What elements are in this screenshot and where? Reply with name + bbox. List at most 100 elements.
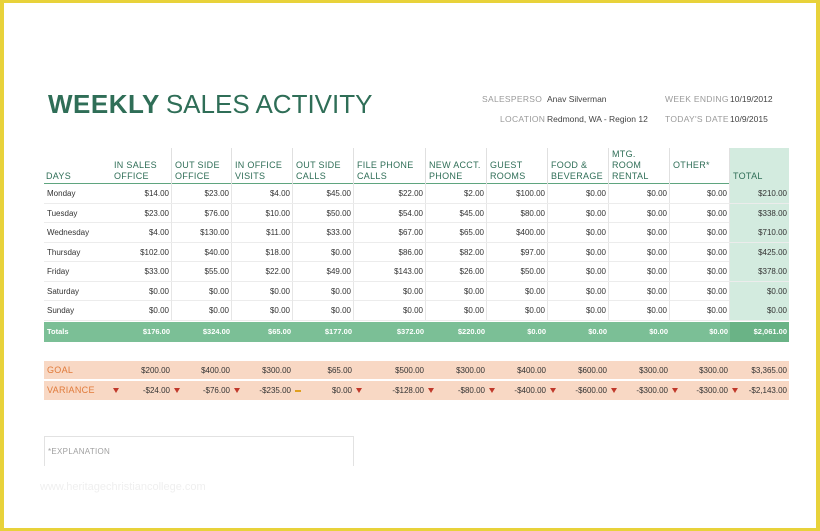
- value-cell[interactable]: $0.00: [111, 281, 172, 301]
- value-cell[interactable]: $0.00: [670, 262, 730, 281]
- value-cell[interactable]: $0.00: [426, 301, 487, 320]
- column-header: IN SALES OFFICE: [111, 148, 172, 184]
- variance-cell: -$300.00: [670, 381, 730, 400]
- value-cell[interactable]: $143.00: [354, 262, 426, 281]
- value-cell[interactable]: $0.00: [609, 262, 670, 281]
- down-arrow-icon: [611, 387, 617, 393]
- value-cell[interactable]: $50.00: [293, 203, 354, 223]
- goal-cell[interactable]: $400.00: [517, 365, 546, 375]
- down-arrow-icon: [234, 387, 240, 393]
- value-cell[interactable]: $0.00: [293, 301, 354, 320]
- goal-cell[interactable]: $400.00: [201, 365, 230, 375]
- value-cell[interactable]: $0.00: [172, 281, 232, 301]
- value-cell[interactable]: $2.00: [426, 184, 487, 203]
- value-cell[interactable]: $0.00: [609, 203, 670, 223]
- value-cell[interactable]: $0.00: [354, 281, 426, 301]
- value-cell[interactable]: $33.00: [111, 262, 172, 281]
- value-cell[interactable]: $0.00: [670, 184, 730, 203]
- value-cell[interactable]: $0.00: [609, 281, 670, 301]
- column-header-line: PHONE: [429, 171, 463, 181]
- explanation-box[interactable]: *EXPLANATION: [44, 436, 354, 466]
- value-cell[interactable]: $130.00: [172, 223, 232, 242]
- value-cell[interactable]: $0.00: [609, 223, 670, 242]
- value-cell[interactable]: $33.00: [293, 223, 354, 242]
- value-cell[interactable]: $0.00: [670, 281, 730, 301]
- value-cell[interactable]: $11.00: [232, 223, 293, 242]
- value-cell[interactable]: $0.00: [487, 281, 548, 301]
- goal-cell[interactable]: $600.00: [578, 365, 607, 375]
- value-cell[interactable]: $0.00: [670, 301, 730, 320]
- column-header: OUT SIDE OFFICE: [172, 148, 232, 184]
- value-cell[interactable]: $100.00: [487, 184, 548, 203]
- value-cell[interactable]: $10.00: [232, 203, 293, 223]
- value-cell[interactable]: $23.00: [111, 203, 172, 223]
- goal-cell[interactable]: $65.00: [327, 365, 352, 375]
- value-cell[interactable]: $0.00: [354, 301, 426, 320]
- value-cell[interactable]: $0.00: [111, 301, 172, 320]
- salesperson-label: SALESPERSON: [482, 94, 542, 104]
- value-cell[interactable]: $14.00: [111, 184, 172, 203]
- week-ending-value[interactable]: 10/19/2012: [730, 94, 773, 104]
- value-cell[interactable]: $400.00: [487, 223, 548, 242]
- value-cell[interactable]: $0.00: [609, 242, 670, 262]
- value-cell[interactable]: $76.00: [172, 203, 232, 223]
- totals-cell: $372.00: [396, 326, 424, 336]
- goal-cell[interactable]: $300.00: [639, 365, 668, 375]
- value-cell[interactable]: $0.00: [609, 301, 670, 320]
- value-cell[interactable]: $0.00: [670, 223, 730, 242]
- value-cell[interactable]: $102.00: [111, 242, 172, 262]
- value-cell[interactable]: $4.00: [111, 223, 172, 242]
- variance-cell: -$400.00: [487, 381, 548, 400]
- value-cell[interactable]: $65.00: [426, 223, 487, 242]
- goal-total-cell: $3,365.00: [751, 365, 787, 375]
- value-cell[interactable]: $80.00: [487, 203, 548, 223]
- value-cell[interactable]: $0.00: [232, 301, 293, 320]
- goal-cell[interactable]: $200.00: [141, 365, 170, 375]
- value-cell[interactable]: $0.00: [426, 281, 487, 301]
- value-cell[interactable]: $0.00: [670, 242, 730, 262]
- location-value[interactable]: Redmond, WA - Region 12: [547, 114, 648, 124]
- value-cell[interactable]: $0.00: [548, 242, 609, 262]
- variance-cell: -$600.00: [548, 381, 609, 400]
- value-cell[interactable]: $82.00: [426, 242, 487, 262]
- salesperson-value[interactable]: Anav Silverman: [547, 94, 607, 104]
- value-cell[interactable]: $67.00: [354, 223, 426, 242]
- value-cell[interactable]: $55.00: [172, 262, 232, 281]
- value-cell[interactable]: $0.00: [670, 203, 730, 223]
- value-cell[interactable]: $22.00: [354, 184, 426, 203]
- location-label: LOCATION: [500, 114, 546, 124]
- goal-cell[interactable]: $300.00: [456, 365, 485, 375]
- value-cell[interactable]: $4.00: [232, 184, 293, 203]
- value-cell[interactable]: $0.00: [609, 184, 670, 203]
- value-cell[interactable]: $0.00: [548, 184, 609, 203]
- goal-cell[interactable]: $300.00: [699, 365, 728, 375]
- goal-cell[interactable]: $300.00: [262, 365, 291, 375]
- value-cell[interactable]: $97.00: [487, 242, 548, 262]
- value-cell[interactable]: $22.00: [232, 262, 293, 281]
- column-header-line: FILE PHONE: [357, 160, 414, 170]
- value-cell[interactable]: $0.00: [548, 281, 609, 301]
- value-cell[interactable]: $0.00: [548, 203, 609, 223]
- value-cell[interactable]: $49.00: [293, 262, 354, 281]
- value-cell[interactable]: $50.00: [487, 262, 548, 281]
- value-cell[interactable]: $40.00: [172, 242, 232, 262]
- value-cell[interactable]: $23.00: [172, 184, 232, 203]
- value-cell[interactable]: $45.00: [426, 203, 487, 223]
- value-cell[interactable]: $54.00: [354, 203, 426, 223]
- value-cell[interactable]: $0.00: [548, 262, 609, 281]
- day-label: Saturday: [47, 286, 80, 296]
- value-cell[interactable]: $0.00: [293, 242, 354, 262]
- value-cell[interactable]: $0.00: [172, 301, 232, 320]
- value-cell[interactable]: $0.00: [548, 223, 609, 242]
- todays-date-value[interactable]: 10/9/2015: [730, 114, 768, 124]
- value-cell[interactable]: $86.00: [354, 242, 426, 262]
- variance-cell: -$80.00: [426, 381, 487, 400]
- goal-cell[interactable]: $500.00: [395, 365, 424, 375]
- value-cell[interactable]: $0.00: [487, 301, 548, 320]
- value-cell[interactable]: $26.00: [426, 262, 487, 281]
- value-cell[interactable]: $18.00: [232, 242, 293, 262]
- value-cell[interactable]: $45.00: [293, 184, 354, 203]
- value-cell[interactable]: $0.00: [232, 281, 293, 301]
- value-cell[interactable]: $0.00: [548, 301, 609, 320]
- value-cell[interactable]: $0.00: [293, 281, 354, 301]
